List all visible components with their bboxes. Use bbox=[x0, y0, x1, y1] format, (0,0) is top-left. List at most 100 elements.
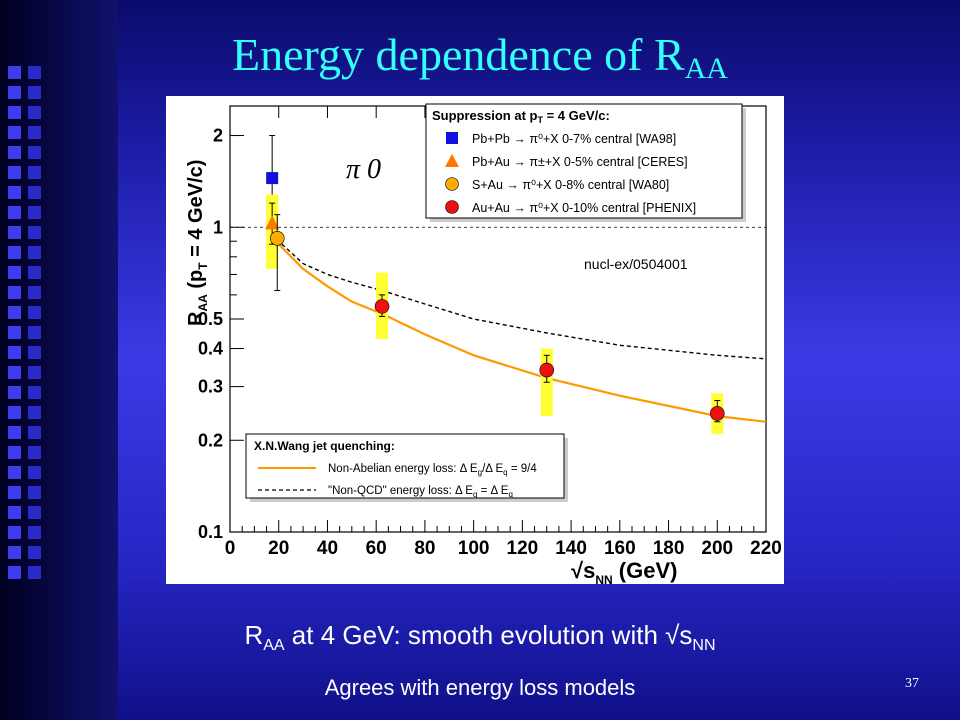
decorative-square bbox=[8, 486, 21, 499]
decorative-square bbox=[28, 266, 41, 279]
decorative-square bbox=[28, 346, 41, 359]
y-tick-label: 1 bbox=[213, 217, 223, 237]
y-axis-r: R bbox=[185, 311, 207, 326]
x-axis-sqrt-s: √s bbox=[571, 558, 595, 583]
x-axis-unit: (GeV) bbox=[613, 558, 678, 583]
decorative-square bbox=[28, 166, 41, 179]
theory-label-text: "Non-QCD" energy loss: Δ E bbox=[328, 485, 473, 497]
theory-label-sub2: q bbox=[503, 468, 507, 477]
theory-legend-title: X.N.Wang jet quenching: bbox=[254, 439, 395, 453]
chart-svg: 0 20 40 60 80 100 120 140 160 180 200 220 0.1 0.2 0.3 0… bbox=[185, 103, 782, 584]
decorative-square bbox=[8, 286, 21, 299]
y-axis-subscript-t: T bbox=[196, 262, 210, 270]
decorative-square bbox=[28, 86, 41, 99]
slide-title: Energy dependence of RAA bbox=[0, 28, 960, 86]
decorative-square bbox=[8, 426, 21, 439]
caption-secondary: Agrees with energy loss models bbox=[324, 675, 636, 700]
y-axis-label: RAA (pT = 4 GeV/c) bbox=[185, 160, 210, 326]
decorative-square bbox=[8, 406, 21, 419]
legend-title-rest: = 4 GeV/c: bbox=[543, 108, 610, 123]
data-point-circle bbox=[709, 406, 725, 421]
theory-label-end: = 9/4 bbox=[508, 463, 538, 475]
decorative-square bbox=[28, 106, 41, 119]
y-tick-label: 0.1 bbox=[198, 522, 223, 542]
decorative-square bbox=[8, 126, 21, 139]
chart-figure: 0 20 40 60 80 100 120 140 160 180 200 220 0.1 0.2 0.3 0… bbox=[166, 96, 784, 584]
decorative-square bbox=[8, 446, 21, 459]
legend-marker-circle bbox=[445, 177, 459, 191]
decorative-square bbox=[28, 486, 41, 499]
decorative-square bbox=[8, 386, 21, 399]
legend-title-sub: T bbox=[537, 115, 543, 125]
decorative-square bbox=[28, 446, 41, 459]
theory-label-mid: = Δ E bbox=[477, 485, 508, 497]
legend-entry-label: Au+Au → π⁰+X 0-10% central [PHENIX] bbox=[472, 201, 696, 215]
decorative-square bbox=[8, 246, 21, 259]
title-main: Energy dependence of R bbox=[232, 29, 685, 80]
x-tick-label: 40 bbox=[317, 538, 338, 559]
legend-marker-circle bbox=[445, 200, 459, 214]
x-tick-label: 120 bbox=[507, 538, 539, 559]
x-tick-label: 220 bbox=[750, 538, 782, 559]
legend-entry-label: S+Au → π⁰+X 0-8% central [WA80] bbox=[472, 178, 669, 192]
legend-marker-square bbox=[446, 132, 458, 144]
decorative-square bbox=[8, 106, 21, 119]
theory-label-sub2: q bbox=[508, 490, 512, 499]
decorative-squares bbox=[8, 66, 30, 586]
y-tick-label: 0.5 bbox=[198, 309, 223, 329]
decorative-square bbox=[28, 66, 41, 79]
theory-label-sub: g bbox=[473, 490, 477, 499]
decorative-square bbox=[28, 426, 41, 439]
x-tick-label: 160 bbox=[604, 538, 636, 559]
decorative-square bbox=[8, 346, 21, 359]
y-tick-label: 2 bbox=[213, 126, 223, 146]
title-subscript: AA bbox=[684, 52, 728, 85]
decorative-square bbox=[8, 66, 21, 79]
decorative-square bbox=[8, 326, 21, 339]
decorative-square bbox=[28, 566, 41, 579]
decorative-square bbox=[8, 86, 21, 99]
theory-label-text: Non-Abelian energy loss: Δ E bbox=[328, 463, 478, 475]
left-decoration-strip bbox=[0, 0, 118, 720]
x-tick-label: 140 bbox=[555, 538, 587, 559]
y-axis-text: (p bbox=[185, 270, 207, 294]
decorative-square bbox=[8, 546, 21, 559]
caption-text: at 4 GeV: smooth evolution with √s bbox=[284, 620, 693, 650]
theory-label-mid: /Δ E bbox=[482, 463, 503, 475]
y-tick-label: 0.2 bbox=[198, 430, 223, 450]
decorative-square bbox=[28, 506, 41, 519]
decorative-squares bbox=[28, 66, 50, 586]
x-tick-label: 80 bbox=[414, 538, 435, 559]
legend-entry-label: Pb+Pb → π⁰+X 0-7% central [WA98] bbox=[472, 132, 676, 146]
decorative-square bbox=[8, 566, 21, 579]
y-axis-subscript-aa: AA bbox=[196, 294, 210, 312]
decorative-square bbox=[28, 386, 41, 399]
x-tick-label: 200 bbox=[701, 538, 733, 559]
x-axis-subscript: NN bbox=[595, 573, 612, 584]
decorative-square bbox=[8, 186, 21, 199]
theory-legend-label: "Non-QCD" energy loss: Δ Eg = Δ Eq bbox=[328, 485, 513, 499]
theory-curve-non-qcd bbox=[273, 232, 767, 360]
decorative-square bbox=[8, 226, 21, 239]
legend-title: Suppression at pT = 4 GeV/c: bbox=[432, 108, 610, 125]
decorative-square bbox=[28, 186, 41, 199]
decorative-square bbox=[8, 306, 21, 319]
data-point-square bbox=[266, 172, 279, 185]
x-tick-label: 60 bbox=[366, 538, 387, 559]
legend-entry-label: Pb+Au → π±+X 0-5% central [CERES] bbox=[472, 155, 688, 169]
decorative-square bbox=[28, 466, 41, 479]
caption-r: R bbox=[244, 620, 264, 650]
y-axis-text-2: = 4 GeV/c) bbox=[185, 160, 207, 263]
x-tick-label: 180 bbox=[653, 538, 685, 559]
decorative-square bbox=[8, 166, 21, 179]
data-point-circle bbox=[374, 299, 390, 314]
decorative-square bbox=[28, 306, 41, 319]
y-tick-label: 0.3 bbox=[198, 377, 223, 397]
decorative-square bbox=[28, 366, 41, 379]
caption-sub-nn: NN bbox=[692, 637, 716, 654]
decorative-square bbox=[28, 146, 41, 159]
decorative-square bbox=[28, 406, 41, 419]
page-number: 37 bbox=[905, 676, 919, 691]
decorative-square bbox=[28, 526, 41, 539]
theory-legend-box bbox=[245, 433, 565, 499]
